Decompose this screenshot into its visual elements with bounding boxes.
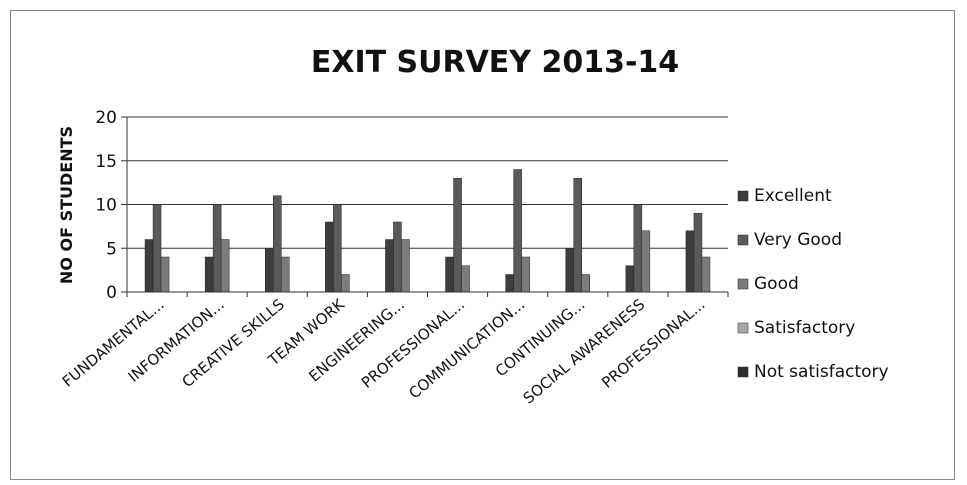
legend-swatch [737,322,749,334]
bar [160,256,170,293]
bar [685,230,695,293]
bars [144,169,711,293]
y-tick-label: 20 [95,108,117,128]
y-tick-label: 0 [106,283,117,303]
bar [212,204,222,293]
legend-label: Satisfactory [754,318,855,338]
bar [573,178,582,293]
bar [521,256,530,293]
legend-swatch [737,234,749,246]
y-tick-label: 10 [95,196,117,216]
x-tick-label: COMMUNICATION... [405,295,528,402]
bar [641,230,651,293]
bar [581,274,590,293]
y-tick-label: 5 [106,239,117,259]
bar [325,221,334,293]
bar [341,274,350,293]
bar [505,274,514,293]
legend-label: Excellent [754,186,832,206]
bar [144,239,154,293]
bar [445,256,454,293]
bar [220,239,230,293]
bar [565,248,574,293]
bar [513,169,522,293]
x-tick-label: PROFESSIONAL... [598,295,708,392]
bar [333,204,342,293]
chart-frame [10,10,955,480]
chart-title: EXIT SURVEY 2013-14 [311,45,679,80]
y-axis-label: NO OF STUDENTS [57,126,76,284]
bar [625,265,635,293]
bar [461,265,470,293]
legend-swatch [737,366,749,378]
legend-label: Not satisfactory [754,362,889,382]
bar [393,221,402,293]
bar [701,256,711,293]
bar [693,213,703,293]
legend-label: Good [754,274,799,294]
x-tick-labels: FUNDAMENTAL...INFORMATION...CREATIVE SKI… [59,295,709,408]
bar [385,239,394,293]
bar [633,204,643,293]
bar [453,178,462,293]
x-tick-label: CREATIVE SKILLS [179,295,288,391]
bar [265,248,274,293]
bar [401,239,410,293]
bar [281,256,290,293]
bar [152,204,162,293]
legend-label: Very Good [754,230,842,250]
legend-swatch [737,278,749,290]
legend: Excellent Very Good Good Satisfactory Not sa… [737,186,889,382]
legend-swatch [737,190,749,202]
bar [204,256,214,293]
x-tick-label: FUNDAMENTAL... [59,295,168,390]
bar [273,195,282,293]
axes: 0 5 10 15 20 [95,108,729,303]
y-tick-label: 15 [95,152,117,172]
x-tick-label: PROFESSIONAL... [358,295,468,392]
